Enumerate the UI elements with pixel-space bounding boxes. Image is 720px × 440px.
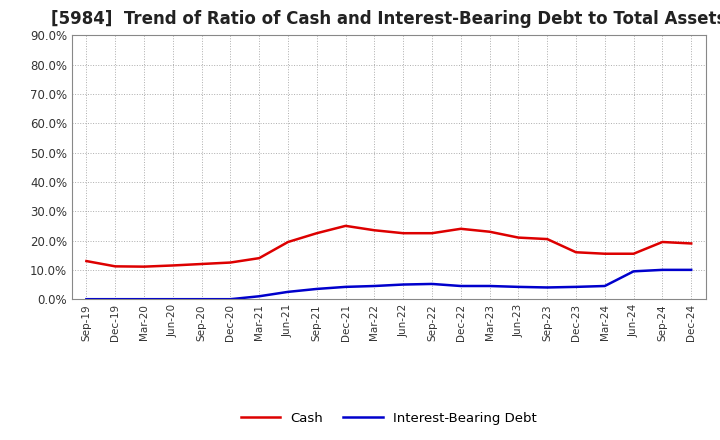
Cash — [514, 235, 523, 240]
Interest-Bearing Debt — [687, 267, 696, 272]
Interest-Bearing Debt — [629, 269, 638, 274]
Cash — [197, 261, 206, 267]
Cash — [456, 226, 465, 231]
Interest-Bearing Debt — [111, 297, 120, 302]
Interest-Bearing Debt — [341, 284, 350, 290]
Interest-Bearing Debt — [312, 286, 321, 292]
Legend: Cash, Interest-Bearing Debt: Cash, Interest-Bearing Debt — [235, 406, 542, 430]
Interest-Bearing Debt — [514, 284, 523, 290]
Cash — [284, 239, 292, 245]
Line: Cash: Cash — [86, 226, 691, 267]
Cash — [168, 263, 177, 268]
Cash — [82, 258, 91, 264]
Cash — [428, 231, 436, 236]
Cash — [687, 241, 696, 246]
Interest-Bearing Debt — [485, 283, 494, 289]
Interest-Bearing Debt — [399, 282, 408, 287]
Cash — [111, 264, 120, 269]
Interest-Bearing Debt — [226, 297, 235, 302]
Interest-Bearing Debt — [140, 297, 148, 302]
Cash — [658, 239, 667, 245]
Interest-Bearing Debt — [284, 289, 292, 294]
Interest-Bearing Debt — [456, 283, 465, 289]
Cash — [255, 256, 264, 261]
Interest-Bearing Debt — [197, 297, 206, 302]
Cash — [572, 249, 580, 255]
Interest-Bearing Debt — [572, 284, 580, 290]
Cash — [312, 231, 321, 236]
Cash — [226, 260, 235, 265]
Interest-Bearing Debt — [428, 281, 436, 286]
Interest-Bearing Debt — [370, 283, 379, 289]
Interest-Bearing Debt — [543, 285, 552, 290]
Cash — [140, 264, 148, 269]
Cash — [543, 236, 552, 242]
Interest-Bearing Debt — [168, 297, 177, 302]
Cash — [629, 251, 638, 257]
Cash — [341, 223, 350, 228]
Cash — [399, 231, 408, 236]
Cash — [600, 251, 609, 257]
Interest-Bearing Debt — [600, 283, 609, 289]
Interest-Bearing Debt — [255, 293, 264, 299]
Title: [5984]  Trend of Ratio of Cash and Interest-Bearing Debt to Total Assets: [5984] Trend of Ratio of Cash and Intere… — [51, 10, 720, 28]
Cash — [485, 229, 494, 235]
Interest-Bearing Debt — [82, 297, 91, 302]
Line: Interest-Bearing Debt: Interest-Bearing Debt — [86, 270, 691, 299]
Cash — [370, 227, 379, 233]
Interest-Bearing Debt — [658, 267, 667, 272]
